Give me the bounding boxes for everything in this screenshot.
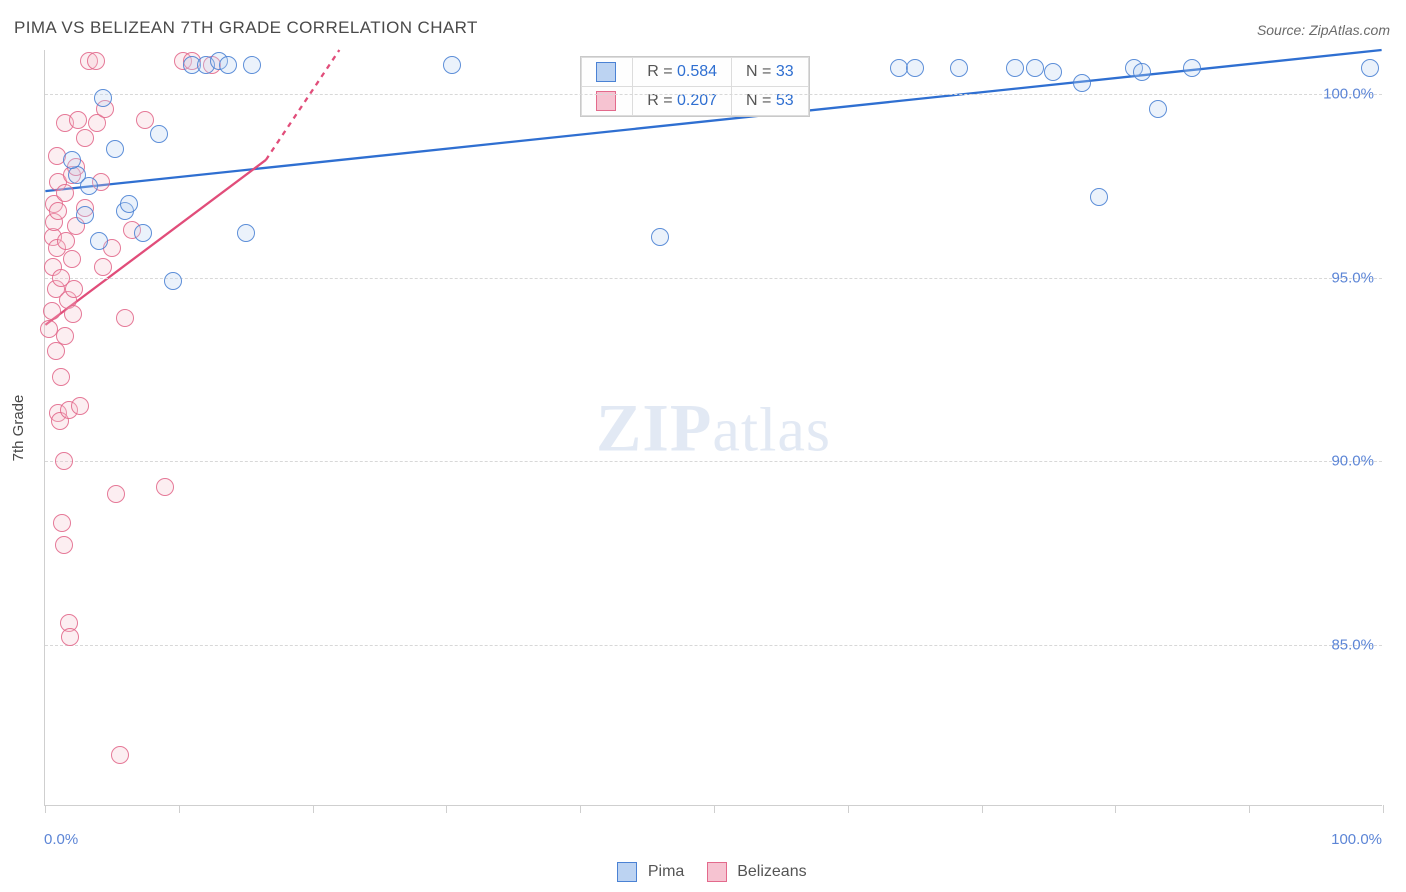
y-tick-label: 85.0% (1331, 636, 1374, 653)
pima-point (1361, 59, 1379, 77)
pima-point (94, 89, 112, 107)
pima-point (150, 125, 168, 143)
x-tick (1115, 805, 1116, 813)
pima-point (120, 195, 138, 213)
belizean-point (56, 184, 74, 202)
legend-label-pima: Pima (648, 863, 684, 880)
belizean-point (156, 478, 174, 496)
pima-point (1026, 59, 1044, 77)
r-value-pima: 0.584 (677, 63, 717, 80)
pima-swatch-icon (617, 862, 637, 882)
watermark: ZIPatlas (596, 388, 831, 467)
belizean-point (107, 485, 125, 503)
source-label: Source: ZipAtlas.com (1257, 22, 1390, 38)
gridline (45, 94, 1382, 95)
pima-point (950, 59, 968, 77)
belizean-point (65, 280, 83, 298)
belizean-point (49, 202, 67, 220)
pima-point (1133, 63, 1151, 81)
pima-point (1090, 188, 1108, 206)
y-tick-label: 100.0% (1323, 86, 1374, 103)
correlation-row-pima: R = 0.584 N = 33 (582, 58, 808, 87)
y-axis-label: 7th Grade (10, 395, 27, 462)
pima-point (80, 177, 98, 195)
x-tick (982, 805, 983, 813)
x-tick (714, 805, 715, 813)
n-label: N = (746, 63, 776, 80)
chart-container: PIMA VS BELIZEAN 7TH GRADE CORRELATION C… (0, 0, 1406, 892)
belizean-point (64, 305, 82, 323)
legend-label-belizean: Belizeans (737, 863, 806, 880)
pima-point (63, 151, 81, 169)
plot-area: ZIPatlas R = 0.584 N = 33 R = 0.207 N = … (44, 50, 1382, 806)
pima-point (1006, 59, 1024, 77)
belizean-point (94, 258, 112, 276)
pima-point (164, 272, 182, 290)
belizean-point (61, 628, 79, 646)
pima-point (90, 232, 108, 250)
pima-point (906, 59, 924, 77)
belizean-point (69, 111, 87, 129)
belizean-point (111, 746, 129, 764)
belizean-point (63, 250, 81, 268)
pima-point (443, 56, 461, 74)
belizean-point (71, 397, 89, 415)
pima-point (237, 224, 255, 242)
x-tick (580, 805, 581, 813)
belizean-point (55, 452, 73, 470)
x-tick (1249, 805, 1250, 813)
trend-lines-layer (45, 50, 1382, 805)
belizean-point (76, 129, 94, 147)
y-tick-label: 90.0% (1331, 453, 1374, 470)
belizean-swatch-icon (707, 862, 727, 882)
x-tick (313, 805, 314, 813)
gridline (45, 461, 1382, 462)
n-value-pima: 33 (776, 63, 794, 80)
pima-point (1044, 63, 1062, 81)
belizean-point (87, 52, 105, 70)
correlation-table: R = 0.584 N = 33 R = 0.207 N = 53 (581, 57, 808, 116)
pima-point (1149, 100, 1167, 118)
x-tick (179, 805, 180, 813)
series-legend: Pima Belizeans (0, 862, 1406, 882)
pima-point (106, 140, 124, 158)
gridline (45, 278, 1382, 279)
gridline (45, 645, 1382, 646)
belizean-point (43, 302, 61, 320)
trend-line (45, 160, 265, 325)
x-tick-label-min: 0.0% (44, 831, 78, 848)
belizean-point (116, 309, 134, 327)
pima-point (1183, 59, 1201, 77)
x-tick-label-max: 100.0% (1331, 831, 1382, 848)
pima-point (1073, 74, 1091, 92)
pima-point (651, 228, 669, 246)
pima-swatch-icon (596, 62, 616, 82)
belizean-point (136, 111, 154, 129)
correlation-row-belizean: R = 0.207 N = 53 (582, 87, 808, 116)
watermark-atlas: atlas (712, 396, 831, 464)
belizean-point (53, 514, 71, 532)
belizean-point (56, 327, 74, 345)
chart-title: PIMA VS BELIZEAN 7TH GRADE CORRELATION C… (14, 18, 478, 38)
pima-point (219, 56, 237, 74)
x-tick (1383, 805, 1384, 813)
r-label: R = (647, 63, 677, 80)
pima-point (243, 56, 261, 74)
pima-point (76, 206, 94, 224)
belizean-point (52, 368, 70, 386)
x-tick (848, 805, 849, 813)
x-tick (45, 805, 46, 813)
watermark-zip: ZIP (596, 389, 712, 465)
x-tick (446, 805, 447, 813)
y-tick-label: 95.0% (1331, 269, 1374, 286)
trend-line (266, 50, 339, 160)
pima-point (134, 224, 152, 242)
correlation-legend: R = 0.584 N = 33 R = 0.207 N = 53 (580, 56, 809, 117)
belizean-point (55, 536, 73, 554)
